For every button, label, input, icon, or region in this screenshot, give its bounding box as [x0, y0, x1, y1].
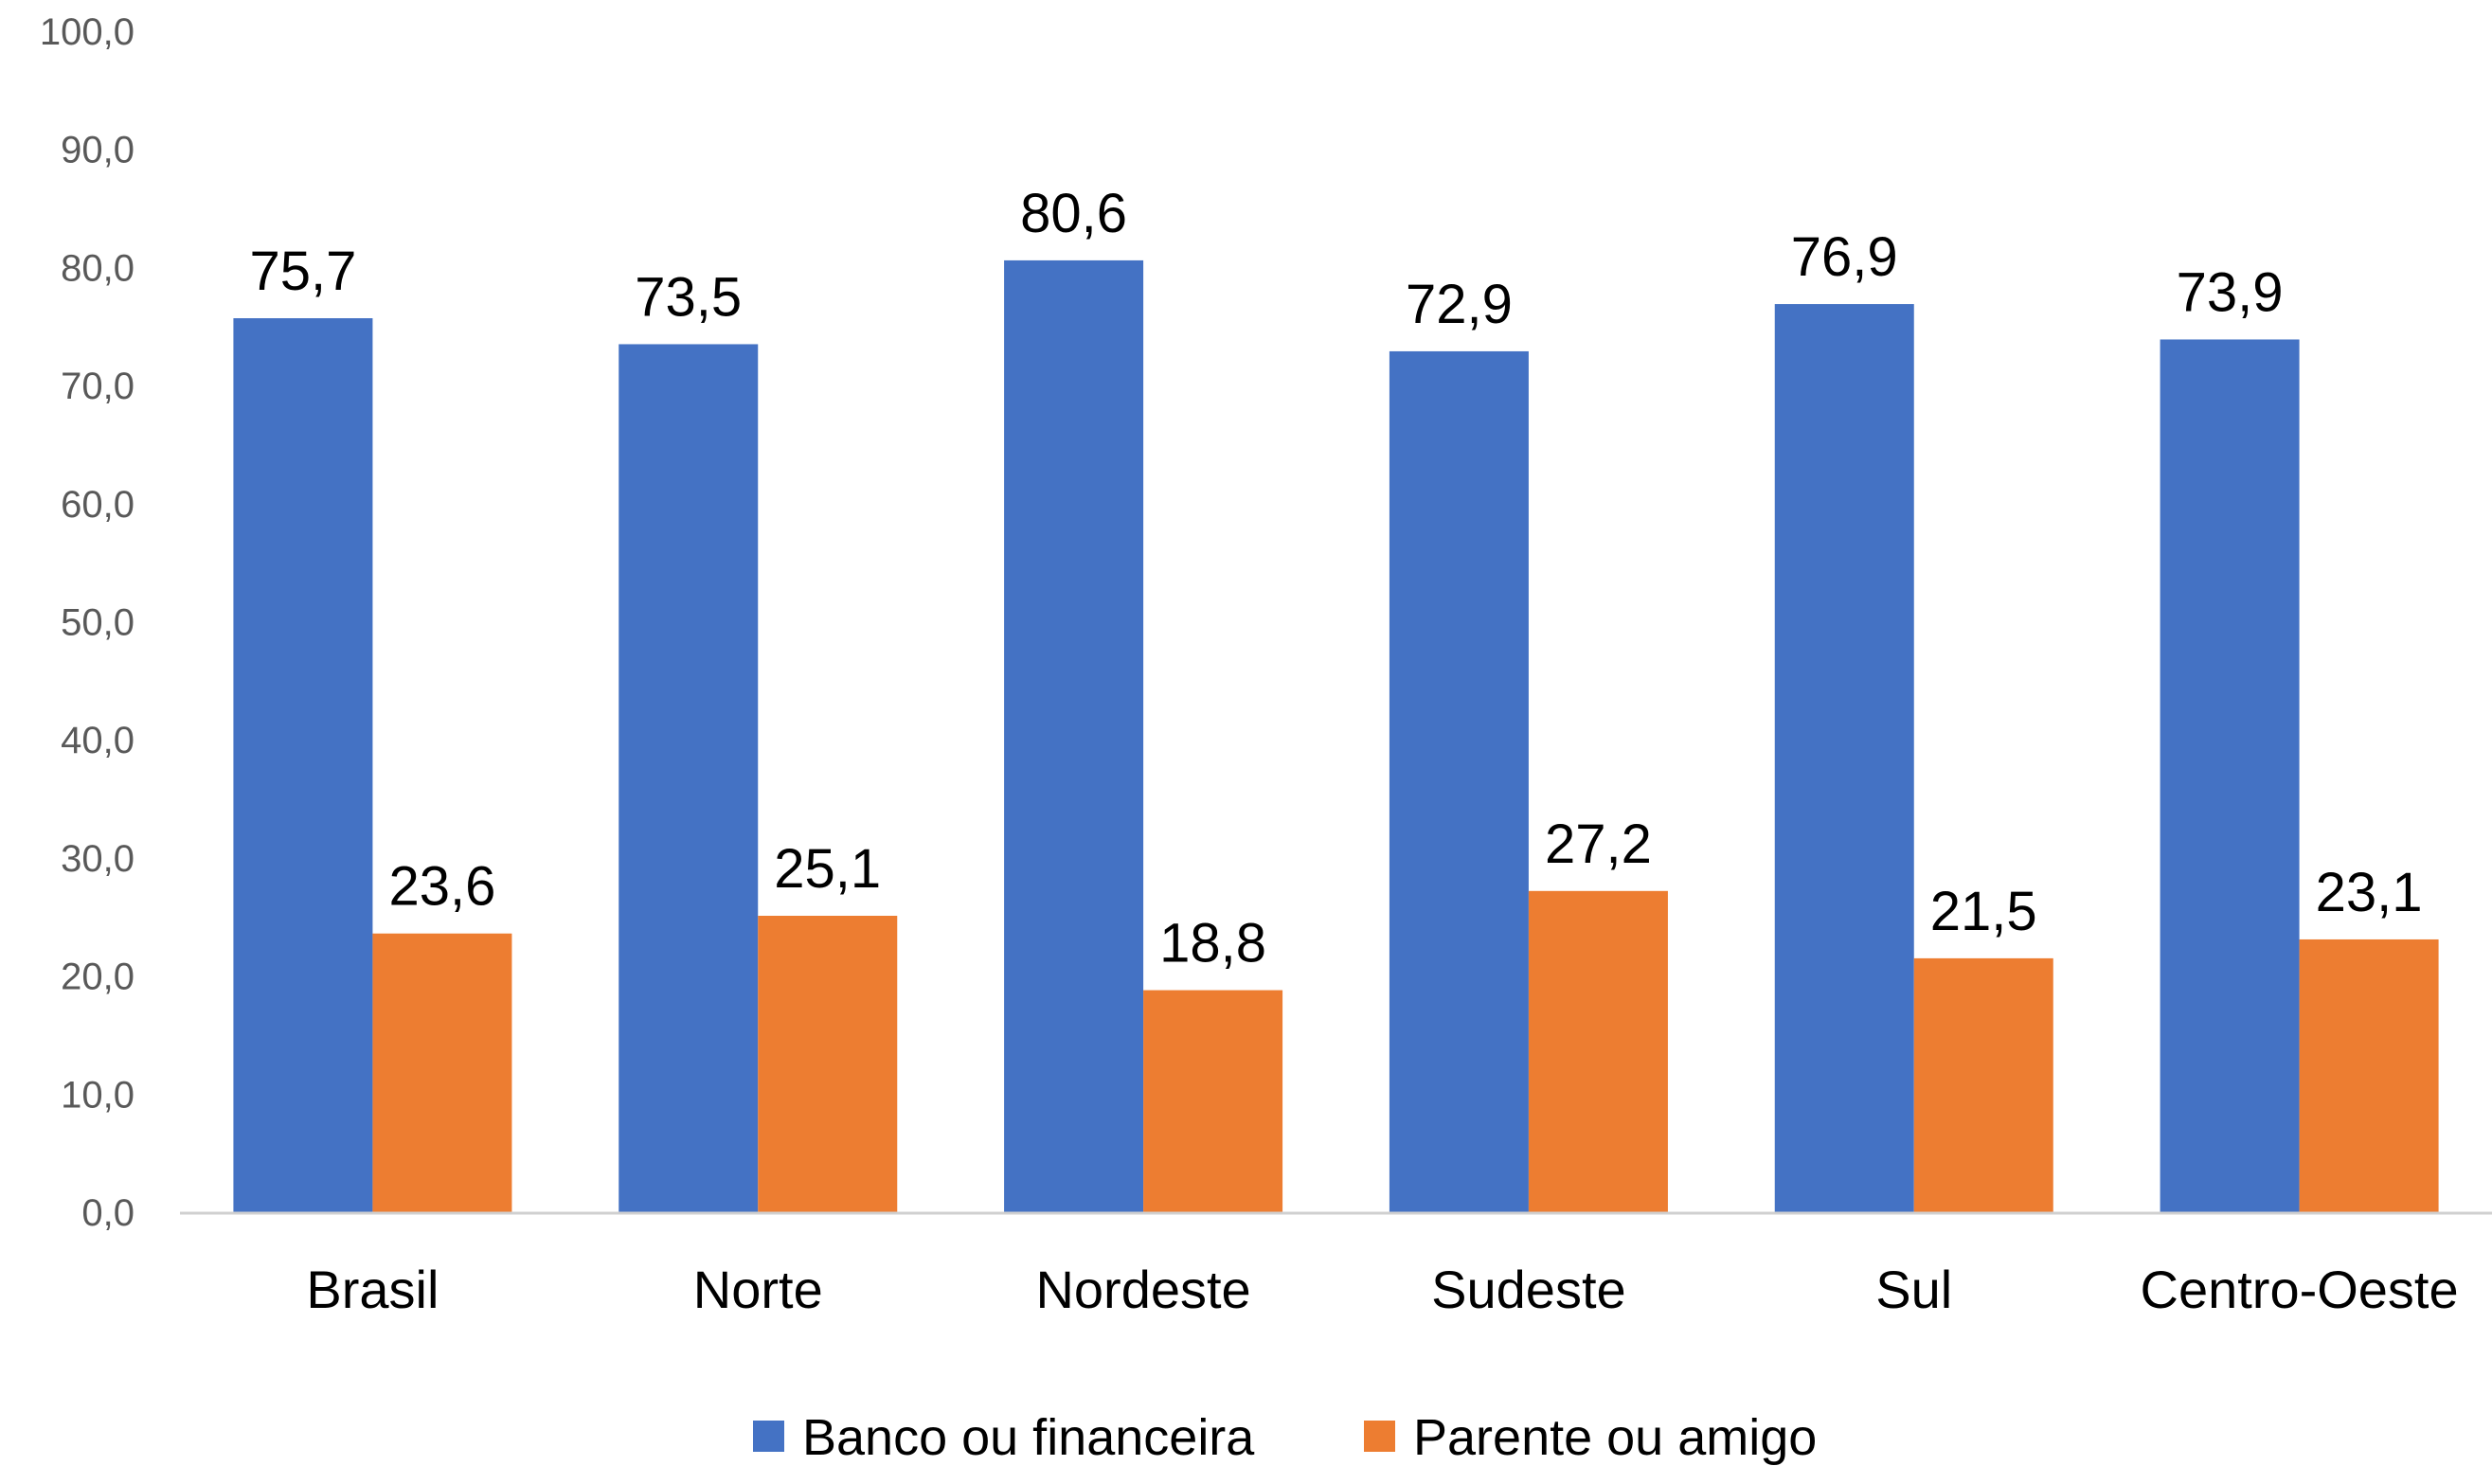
category-label: Sul	[1875, 1260, 1952, 1319]
y-tick-label: 20,0	[61, 957, 134, 998]
y-tick-label: 30,0	[61, 838, 134, 880]
category-label: Brasil	[306, 1260, 439, 1319]
legend-label-banco: Banco ou financeira	[802, 1409, 1255, 1466]
category-labels-group: Brasil Norte Nordeste Sudeste Sul Centro-Oest…	[306, 1260, 2458, 1319]
bar-parente-nordeste	[1143, 990, 1283, 1212]
legend-swatch-parente	[1364, 1421, 1395, 1452]
bar-banco-brasil	[233, 318, 373, 1212]
data-label: 73,5	[635, 266, 742, 328]
data-label: 76,9	[1791, 226, 1898, 288]
y-tick-label: 80,0	[61, 247, 134, 289]
data-label: 27,2	[1545, 814, 1652, 875]
data-label: 18,8	[1159, 913, 1266, 974]
legend: Banco ou financeira Parente ou amigo	[753, 1409, 1817, 1466]
data-label: 25,1	[774, 838, 881, 900]
bar-series-group	[233, 259, 2439, 1213]
y-tick-label: 40,0	[61, 720, 134, 761]
category-label: Centro-Oeste	[2141, 1260, 2459, 1319]
category-label: Nordeste	[1035, 1260, 1250, 1319]
bar-banco-nordeste	[1004, 259, 1144, 1213]
data-label: 23,6	[388, 856, 495, 918]
data-label: 21,5	[1930, 881, 2037, 942]
legend-swatch-banco	[753, 1421, 784, 1452]
y-tick-label: 0,0	[81, 1192, 134, 1234]
bar-parente-centro-oeste	[2299, 939, 2439, 1212]
category-label: Norte	[693, 1260, 823, 1319]
y-tick-label: 60,0	[61, 484, 134, 526]
y-tick-label: 50,0	[61, 602, 134, 644]
bar-parente-norte	[758, 916, 898, 1212]
y-tick-label: 70,0	[61, 366, 134, 407]
data-label: 73,9	[2177, 261, 2284, 323]
bar-banco-sudeste	[1389, 350, 1529, 1212]
category-label: Sudeste	[1431, 1260, 1626, 1319]
bar-banco-norte	[619, 344, 759, 1213]
data-label: 75,7	[249, 241, 356, 302]
bar-parente-brasil	[372, 933, 512, 1212]
legend-label-parente: Parente ou amigo	[1413, 1409, 1817, 1466]
bar-parente-sudeste	[1528, 890, 1668, 1212]
y-tick-label: 90,0	[61, 130, 134, 171]
data-labels-group: 75,7 23,6 73,5 25,1 80,6 18,8 72,9 27,2 76,9 21,5…	[249, 183, 2422, 974]
bar-banco-sul	[1774, 304, 1914, 1212]
data-label: 80,6	[1020, 183, 1127, 244]
data-label: 23,1	[2316, 862, 2423, 923]
y-tick-label: 100,0	[40, 11, 134, 53]
data-label: 72,9	[1406, 274, 1513, 335]
y-tick-label: 10,0	[61, 1074, 134, 1116]
bar-parente-sul	[1913, 957, 2053, 1212]
y-axis-tick-labels: 0,0 10,0 20,0 30,0 40,0 50,0 60,0 70,0 80,0 90,0 1…	[40, 11, 134, 1234]
bar-banco-centro-oeste	[2160, 339, 2300, 1212]
